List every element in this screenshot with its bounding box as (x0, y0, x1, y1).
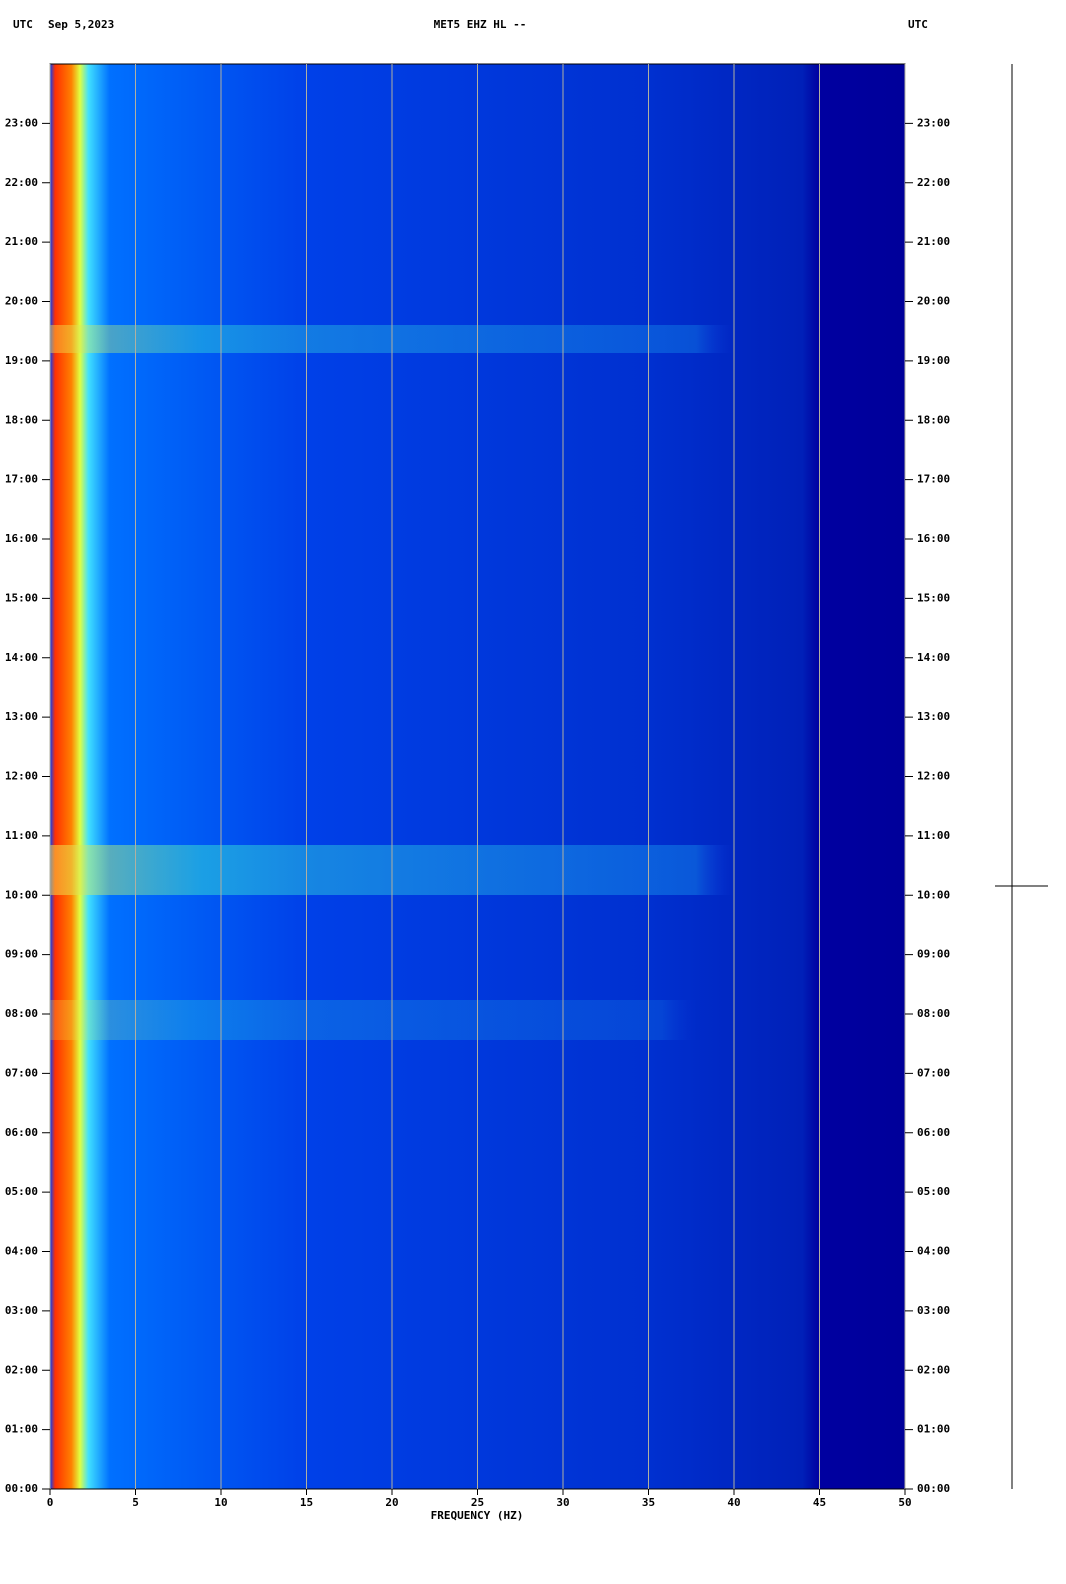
header-zone: UTC (908, 18, 928, 31)
y-tick-label: 15:00 (5, 591, 38, 604)
y-tick-label: 16:00 (5, 532, 38, 545)
y-tick-label: 05:00 (5, 1185, 38, 1198)
y-tick-label: 02:00 (917, 1363, 950, 1376)
y-tick-label: 20:00 (5, 295, 38, 308)
y-tick-label: 00:00 (917, 1482, 950, 1495)
x-tick-label: 40 (727, 1496, 740, 1509)
y-tick-label: 23:00 (917, 116, 950, 129)
chart-title: MET5 EHZ HL -- (434, 18, 527, 31)
y-tick-label: 19:00 (917, 354, 950, 367)
y-tick-label: 00:00 (5, 1482, 38, 1495)
y-tick-label: 20:00 (917, 295, 950, 308)
y-tick-label: 18:00 (5, 413, 38, 426)
x-tick-label: 5 (132, 1496, 139, 1509)
y-tick-label: 06:00 (5, 1126, 38, 1139)
x-tick-label: 50 (898, 1496, 911, 1509)
y-tick-label: 11:00 (917, 829, 950, 842)
y-tick-label: 23:00 (5, 116, 38, 129)
y-tick-label: 10:00 (5, 888, 38, 901)
y-tick-label: 03:00 (5, 1304, 38, 1317)
x-tick-label: 35 (642, 1496, 655, 1509)
y-tick-label: 19:00 (5, 354, 38, 367)
y-tick-label: 13:00 (5, 710, 38, 723)
y-tick-label: 12:00 (917, 770, 950, 783)
y-tick-label: 02:00 (5, 1363, 38, 1376)
y-tick-label: 17:00 (5, 473, 38, 486)
y-tick-label: 08:00 (917, 1007, 950, 1020)
y-tick-label: 17:00 (917, 473, 950, 486)
x-tick-label: 20 (385, 1496, 398, 1509)
header-zone: UTC (13, 18, 33, 31)
y-tick-label: 08:00 (5, 1007, 38, 1020)
y-tick-label: 05:00 (917, 1185, 950, 1198)
y-tick-label: 01:00 (5, 1423, 38, 1436)
y-tick-label: 13:00 (917, 710, 950, 723)
y-tick-label: 22:00 (5, 176, 38, 189)
spectrogram-band (50, 1000, 770, 1040)
y-tick-label: 04:00 (5, 1245, 38, 1258)
y-tick-label: 12:00 (5, 770, 38, 783)
x-tick-label: 30 (556, 1496, 569, 1509)
y-tick-label: 14:00 (917, 651, 950, 664)
x-tick-label: 15 (300, 1496, 313, 1509)
x-axis-label: FREQUENCY (HZ) (431, 1509, 524, 1522)
y-tick-label: 06:00 (917, 1126, 950, 1139)
x-tick-label: 10 (214, 1496, 227, 1509)
y-tick-label: 21:00 (917, 235, 950, 248)
x-tick-label: 25 (471, 1496, 484, 1509)
y-tick-label: 03:00 (917, 1304, 950, 1317)
spectrogram-band (50, 845, 810, 895)
y-tick-label: 18:00 (917, 413, 950, 426)
y-tick-label: 22:00 (917, 176, 950, 189)
y-tick-label: 11:00 (5, 829, 38, 842)
y-tick-label: 10:00 (917, 888, 950, 901)
y-tick-label: 09:00 (917, 948, 950, 961)
y-tick-label: 21:00 (5, 235, 38, 248)
spectrogram-band (50, 325, 810, 353)
header-date: Sep 5,2023 (48, 18, 114, 31)
x-tick-label: 45 (813, 1496, 826, 1509)
y-tick-label: 04:00 (917, 1245, 950, 1258)
y-tick-label: 07:00 (5, 1066, 38, 1079)
x-tick-label: 0 (47, 1496, 54, 1509)
y-tick-label: 01:00 (917, 1423, 950, 1436)
y-tick-label: 14:00 (5, 651, 38, 664)
y-tick-label: 15:00 (917, 591, 950, 604)
y-tick-label: 16:00 (917, 532, 950, 545)
y-tick-label: 09:00 (5, 948, 38, 961)
y-tick-label: 07:00 (917, 1066, 950, 1079)
